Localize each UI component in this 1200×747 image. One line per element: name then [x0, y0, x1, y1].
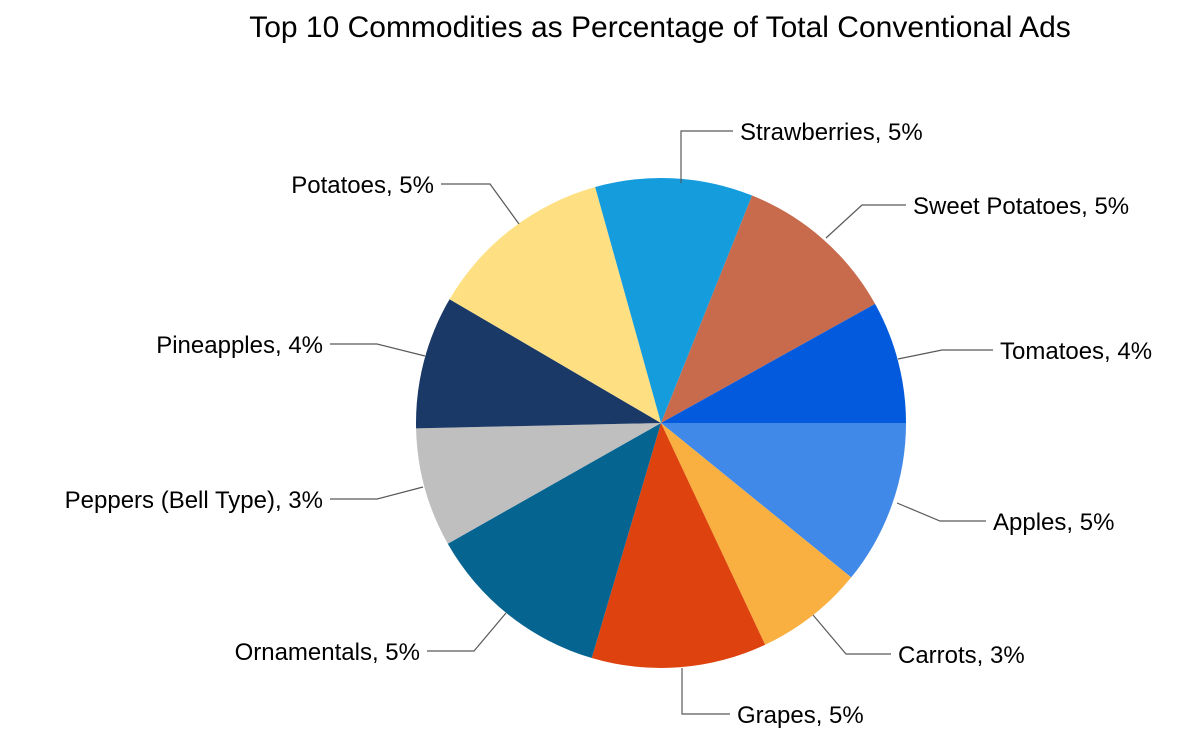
leader-line — [330, 486, 424, 500]
leader-line — [897, 349, 993, 360]
data-label: Apples, 5% — [993, 509, 1114, 536]
leader-line — [441, 183, 520, 225]
leader-line — [825, 204, 906, 239]
pie-slice-sweet-potatoes — [661, 195, 876, 423]
leader-line — [812, 614, 891, 655]
leader-line — [330, 343, 426, 357]
data-label: Ornamentals, 5% — [235, 639, 420, 666]
data-label: Pineapples, 4% — [156, 332, 323, 359]
data-label: Tomatoes, 4% — [1000, 338, 1152, 365]
pie-slice-peppers-bell-type — [416, 423, 661, 544]
pie-slice-grapes — [591, 423, 766, 668]
data-label: Strawberries, 5% — [740, 119, 923, 146]
leader-line — [680, 130, 733, 183]
data-label: Sweet Potatoes, 5% — [913, 193, 1129, 220]
pie-slice-carrots — [661, 423, 852, 645]
data-label: Carrots, 3% — [898, 642, 1025, 669]
leader-line — [427, 612, 507, 652]
leader-line — [681, 668, 730, 715]
leader-line — [896, 502, 986, 522]
pie-slice-ornamentals — [447, 423, 661, 659]
pie-slice-potatoes — [449, 187, 661, 423]
data-label: Potatoes, 5% — [291, 172, 434, 199]
pie-slice-apples — [661, 423, 906, 578]
pie-slice-pineapples — [415, 299, 661, 429]
data-label: Grapes, 5% — [737, 702, 864, 729]
chart-title: Top 10 Commodities as Percentage of Tota… — [249, 11, 1071, 44]
data-label: Peppers (Bell Type), 3% — [65, 487, 323, 514]
pie-slice-strawberries — [595, 178, 753, 423]
pie-slice-tomatoes — [661, 303, 906, 423]
